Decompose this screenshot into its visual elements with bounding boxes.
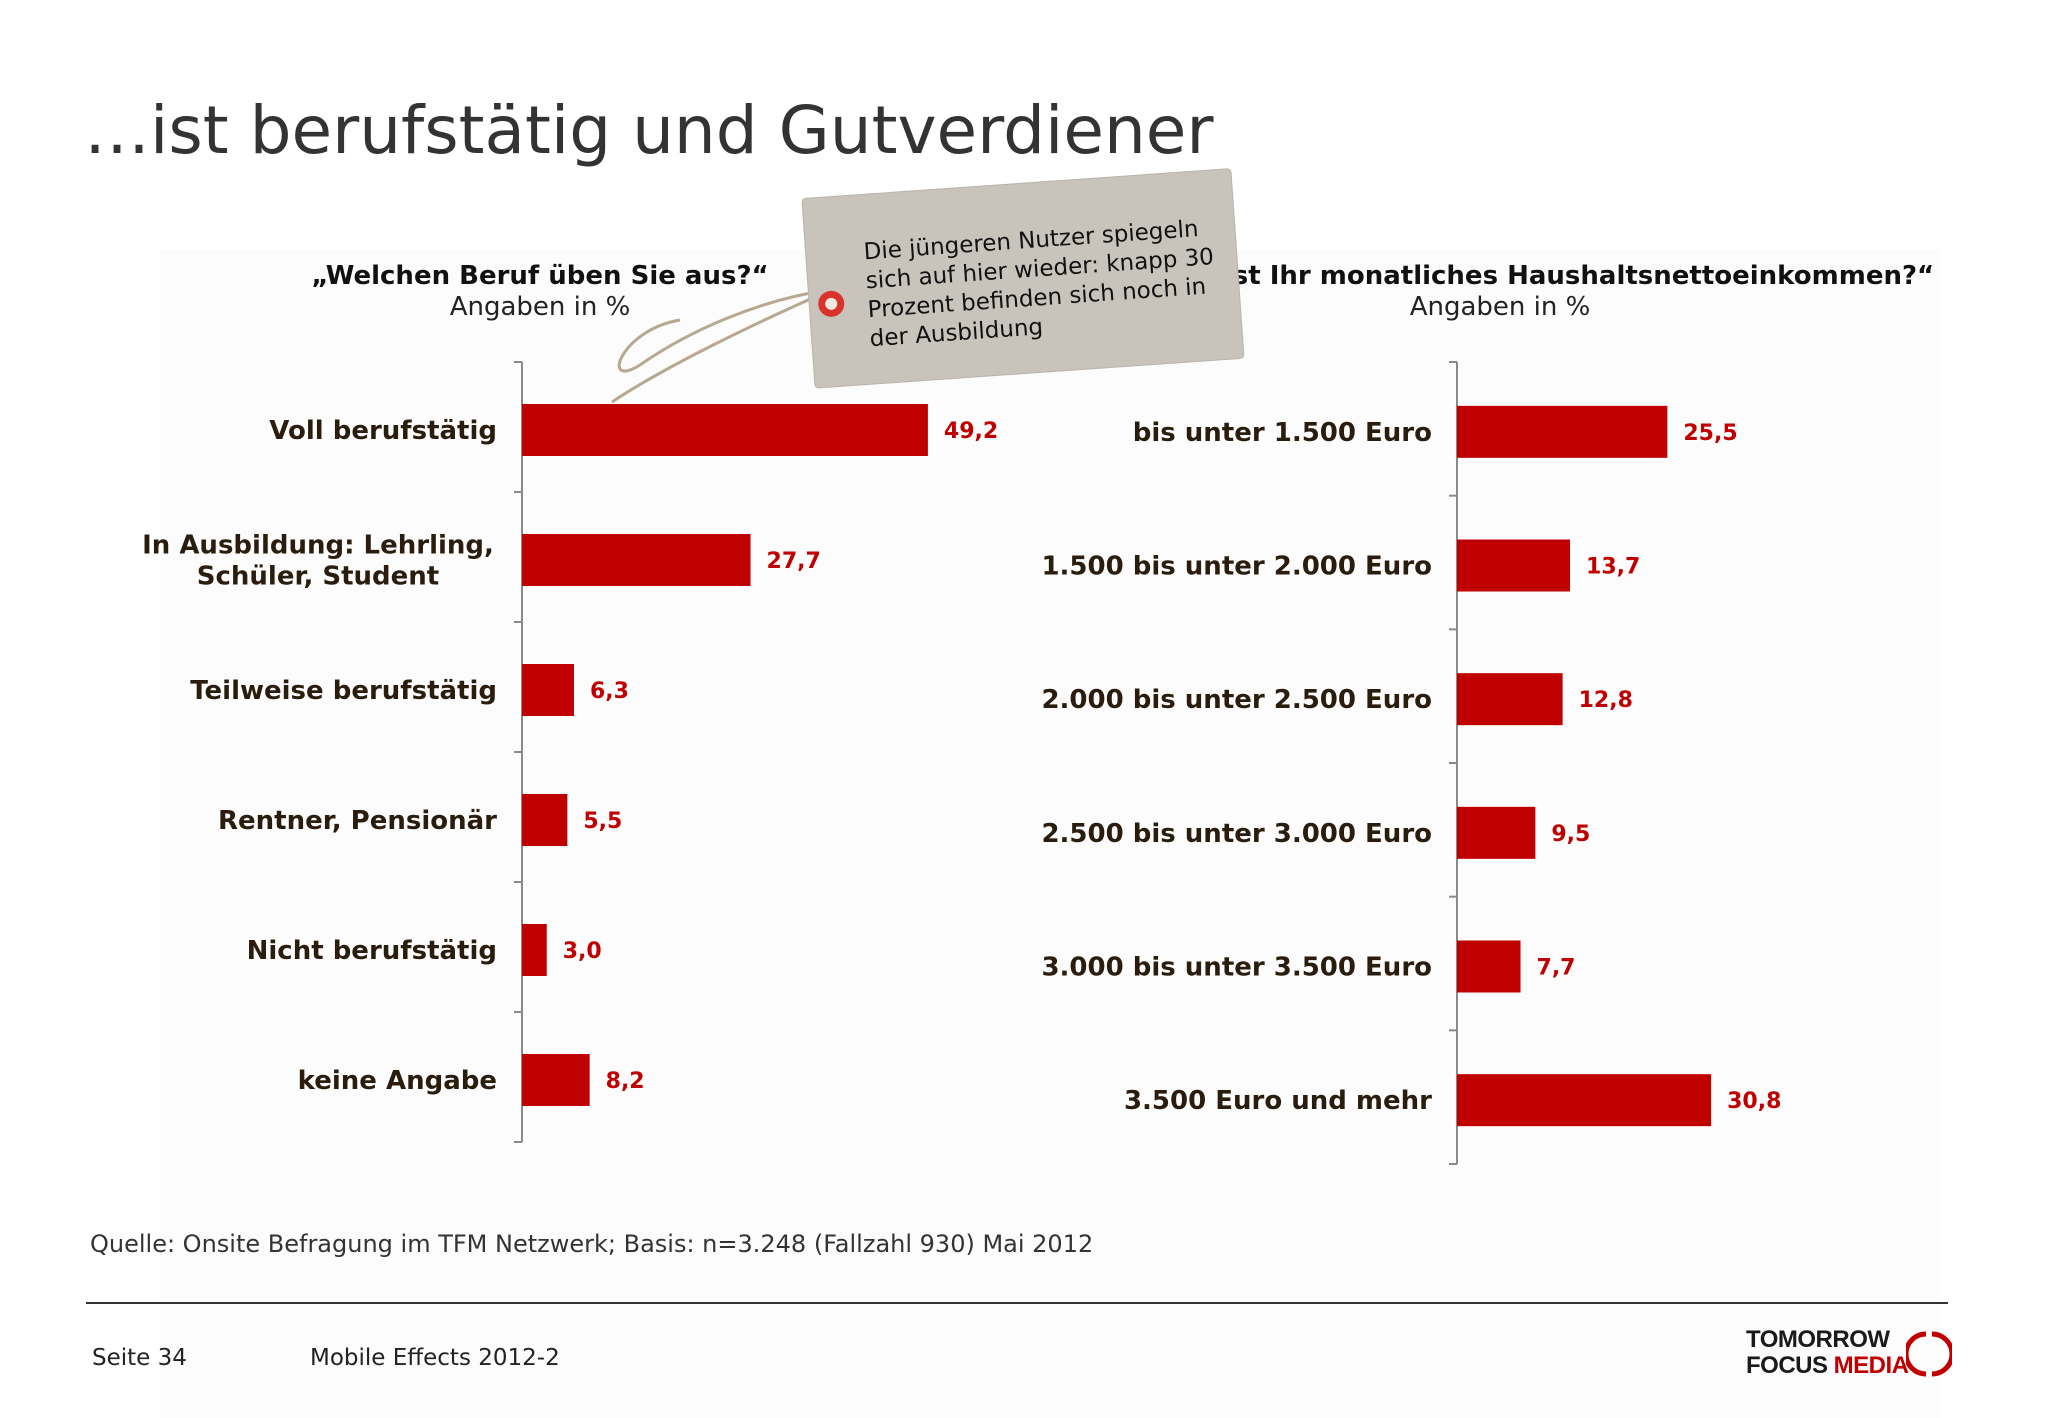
page-title: …ist berufstätig und Gutverdiener: [84, 92, 1214, 169]
chart-1-bar: [522, 664, 574, 716]
chart-1-category-label: In Ausbildung: Lehrling,: [142, 531, 494, 561]
chart-1-category-label: keine Angabe: [298, 1066, 497, 1096]
logo-line-2a: FOCUS: [1746, 1352, 1834, 1379]
chart-1-category-label: Schüler, Student: [197, 562, 439, 592]
chart-2-value-label: 7,7: [1537, 956, 1576, 981]
chart-1-category-label: Rentner, Pensionär: [218, 806, 497, 836]
chart-2-bar: [1457, 806, 1536, 859]
chart-1-value-label: 27,7: [767, 549, 821, 574]
chart-1-bar: [522, 794, 568, 846]
chart-2-subtitle: Angaben in %: [1410, 292, 1591, 322]
company-logo: TOMORROW FOCUS MEDIA: [1746, 1326, 1956, 1382]
chart-2-value-label: 30,8: [1727, 1089, 1781, 1114]
chart-1-value-label: 3,0: [563, 939, 602, 964]
chart-2-value-label: 25,5: [1683, 421, 1737, 446]
logo-line-2b: MEDIA: [1833, 1352, 1909, 1379]
chart-2-category-label: 1.500 bis unter 2.000 Euro: [1041, 552, 1432, 582]
chart-1-subtitle: Angaben in %: [450, 292, 631, 322]
tag-string: [611, 288, 829, 404]
chart-1-category-label: Teilweise berufstätig: [190, 676, 497, 706]
document-name: Mobile Effects 2012-2: [310, 1345, 560, 1371]
chart-2-bar: [1457, 1074, 1712, 1127]
chart-2-bar: [1457, 539, 1571, 592]
chart-2-bar: [1457, 940, 1521, 993]
chart-1-bar: [522, 924, 547, 976]
chart-1-value-label: 8,2: [606, 1069, 645, 1094]
chart-2-category-label: 2.500 bis unter 3.000 Euro: [1041, 819, 1432, 849]
chart-2-bar: [1457, 673, 1563, 726]
logo-ring-icon: [1906, 1331, 1952, 1377]
chart-2-value-label: 13,7: [1586, 555, 1640, 580]
chart-2-category-label: 3.000 bis unter 3.500 Euro: [1041, 953, 1432, 983]
chart-1-value-label: 6,3: [590, 679, 629, 704]
chart-1-category-label: Voll berufstätig: [269, 416, 497, 446]
annotation-tag: Die jüngeren Nutzer spiegeln sich auf hi…: [611, 168, 1245, 404]
chart-2-value-label: 9,5: [1551, 822, 1590, 847]
chart-2-category-label: bis unter 1.500 Euro: [1133, 418, 1432, 448]
chart-2-bar: [1457, 405, 1668, 458]
footer-divider: [86, 1302, 1948, 1304]
chart-1-value-label: 5,5: [583, 809, 622, 834]
chart-2-category-label: 2.000 bis unter 2.500 Euro: [1041, 685, 1432, 715]
chart-2-value-label: 12,8: [1579, 688, 1633, 713]
chart-2-category-label: 3.500 Euro und mehr: [1124, 1086, 1432, 1116]
logo-line-2: FOCUS MEDIA: [1746, 1352, 1909, 1380]
page-number: Seite 34: [92, 1345, 187, 1371]
chart-1-value-label: 49,2: [944, 419, 998, 444]
tag-card: [801, 168, 1245, 389]
chart-1-bar: [522, 404, 928, 456]
source-note: Quelle: Onsite Befragung im TFM Netzwerk…: [90, 1230, 1094, 1258]
chart-1-bar: [522, 534, 751, 586]
chart-1-category-label: Nicht berufstätig: [247, 936, 497, 966]
chart-1-bar: [522, 1054, 590, 1106]
logo-line-1: TOMORROW: [1746, 1326, 1890, 1353]
chart-1-title: „Welchen Beruf üben Sie aus?“: [311, 261, 768, 291]
